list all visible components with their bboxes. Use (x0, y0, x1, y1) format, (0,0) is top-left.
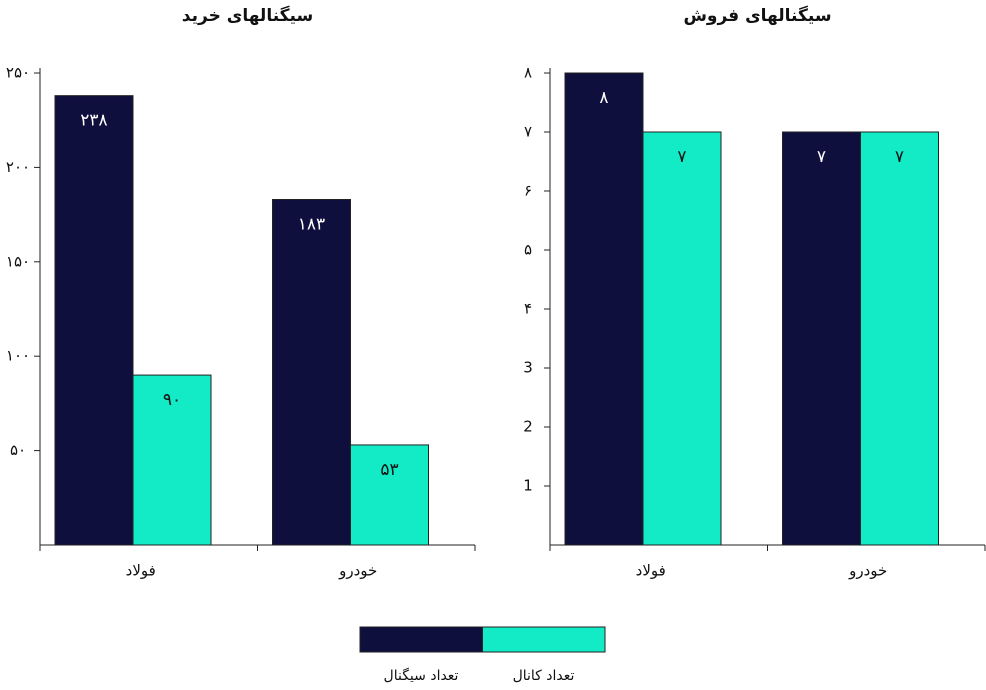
value-label: ۱۸۳ (298, 214, 325, 234)
bar (564, 72, 644, 546)
y-tick-label: ۵۰ (10, 441, 26, 459)
bar (782, 131, 861, 546)
y-tick-label: 2 (523, 418, 533, 436)
value-label: ۸ (599, 88, 608, 108)
legend-label: تعداد سیگنال (384, 667, 459, 684)
y-tick-label: ۵ (524, 241, 532, 259)
legend-swatch (359, 626, 483, 653)
legend-swatch (482, 626, 606, 653)
x-tick-label: خودرو (338, 562, 377, 580)
y-tick-label: ۲۰۰ (6, 158, 30, 176)
value-label: ۹۰ (163, 390, 181, 410)
legend-label: تعداد کانال (513, 668, 575, 684)
x-tick-label: فولاد (636, 562, 666, 580)
y-tick-label: ۶ (524, 182, 532, 200)
x-tick-label: خودرو (848, 562, 887, 580)
value-label: ۷ (677, 147, 686, 167)
y-tick-label: 3 (523, 359, 533, 377)
bar (132, 374, 212, 546)
chart-title: سیگنالهای خرید (182, 5, 313, 26)
value-label: ۵۳ (380, 460, 398, 480)
x-tick-label: فولاد (126, 562, 156, 580)
bar (272, 198, 351, 546)
bar (54, 95, 134, 546)
y-tick-label: ۱۵۰ (6, 252, 30, 270)
value-label: ۲۳۸ (80, 111, 107, 131)
y-tick-label: 1 (523, 477, 533, 495)
y-tick-label: ۲۵۰ (6, 64, 30, 82)
chart-title: سیگنالهای فروش (683, 5, 831, 26)
value-label: ۷ (895, 147, 904, 167)
y-tick-label: ۱۰۰ (6, 347, 30, 365)
bar (860, 131, 939, 546)
bar (642, 131, 722, 546)
y-tick-label: ۴ (524, 300, 532, 318)
y-tick-label: ۸ (524, 64, 532, 82)
value-label: ۷ (817, 147, 826, 167)
y-tick-label: ۷ (524, 123, 532, 141)
